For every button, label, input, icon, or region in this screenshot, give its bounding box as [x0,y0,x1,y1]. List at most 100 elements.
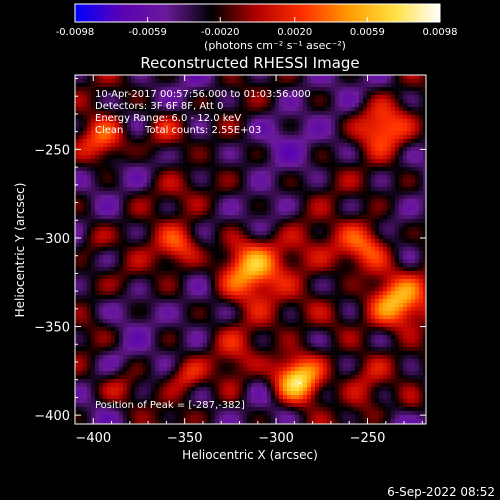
heatmap-cell [295,103,299,107]
heatmap-cell [391,295,395,299]
heatmap-cell [179,83,183,87]
heatmap-cell [151,211,155,215]
heatmap-cell [311,199,315,203]
heatmap-cell [235,195,239,199]
heatmap-cell [151,79,155,83]
heatmap-cell [303,267,307,271]
heatmap-cell [135,227,139,231]
heatmap-cell [387,279,391,283]
heatmap-cell [415,227,419,231]
heatmap-cell [259,187,263,191]
heatmap-cell [75,235,79,239]
heatmap-cell [339,119,343,123]
heatmap-cell [303,75,307,79]
heatmap-cell [127,155,131,159]
heatmap-cell [275,291,279,295]
heatmap-cell [347,251,351,255]
heatmap-cell [375,147,379,151]
heatmap-cell [379,163,383,167]
heatmap-cell [115,167,119,171]
heatmap-cell [263,239,267,243]
heatmap-cell [255,83,259,87]
heatmap-cell [135,115,139,119]
heatmap-cell [99,291,103,295]
heatmap-cell [419,215,423,219]
heatmap-cell [259,275,263,279]
colorbar-tick-label: 0.0020 [277,27,312,38]
heatmap-cell [175,103,179,107]
heatmap-cell [335,147,339,151]
heatmap-cell [227,227,231,231]
heatmap-cell [363,243,367,247]
heatmap-cell [371,275,375,279]
heatmap-cell [199,235,203,239]
heatmap-cell [387,255,391,259]
heatmap-cell [259,179,263,183]
heatmap-cell [367,215,371,219]
heatmap-cell [75,295,79,299]
heatmap-cell [307,211,311,215]
heatmap-cell [87,179,91,183]
heatmap-cell [343,167,347,171]
heatmap-cell [155,211,159,215]
heatmap-cell [359,271,363,275]
heatmap-cell [315,91,319,95]
heatmap-cell [371,163,375,167]
heatmap-cell [151,291,155,295]
heatmap-cell [219,155,223,159]
heatmap-cell [267,79,271,83]
heatmap-cell [343,183,347,187]
heatmap-cell [111,287,115,291]
heatmap-cell [175,199,179,203]
heatmap-cell [79,211,83,215]
heatmap-cell [223,275,227,279]
heatmap-cell [339,283,343,287]
heatmap-cell [399,291,403,295]
heatmap-cell [387,175,391,179]
heatmap-cell [159,191,163,195]
heatmap-cell [91,87,95,91]
heatmap-cell [299,175,303,179]
heatmap-cell [411,263,415,267]
heatmap-cell [183,219,187,223]
heatmap-cell [279,175,283,179]
heatmap-cell [303,179,307,183]
heatmap-cell [135,211,139,215]
heatmap-cell [191,295,195,299]
heatmap-cell [367,103,371,107]
heatmap-cell [147,215,151,219]
heatmap-cell [163,263,167,267]
heatmap-cell [215,207,219,211]
heatmap-cell [303,235,307,239]
heatmap-cell [399,183,403,187]
heatmap-cell [103,119,107,123]
heatmap-cell [263,299,267,303]
heatmap-cell [167,147,171,151]
heatmap-cell [291,107,295,111]
heatmap-cell [147,119,151,123]
heatmap-cell [343,259,347,263]
heatmap-cell [343,155,347,159]
heatmap-cell [91,251,95,255]
heatmap-cell [187,231,191,235]
heatmap-cell [367,87,371,91]
heatmap-cell [335,255,339,259]
heatmap-cell [103,231,107,235]
heatmap-cell [355,207,359,211]
heatmap-cell [203,275,207,279]
heatmap-cell [207,211,211,215]
heatmap-cell [291,191,295,195]
heatmap-cell [111,279,115,283]
heatmap-cell [155,79,159,83]
heatmap-cell [223,99,227,103]
heatmap-cell [387,211,391,215]
heatmap-cell [211,251,215,255]
heatmap-cell [327,283,331,287]
heatmap-cell [183,167,187,171]
heatmap-cell [411,295,415,299]
heatmap-cell [419,79,423,83]
heatmap-cell [91,203,95,207]
heatmap-cell [87,235,91,239]
heatmap-cell [355,75,359,79]
heatmap-cell [339,267,343,271]
